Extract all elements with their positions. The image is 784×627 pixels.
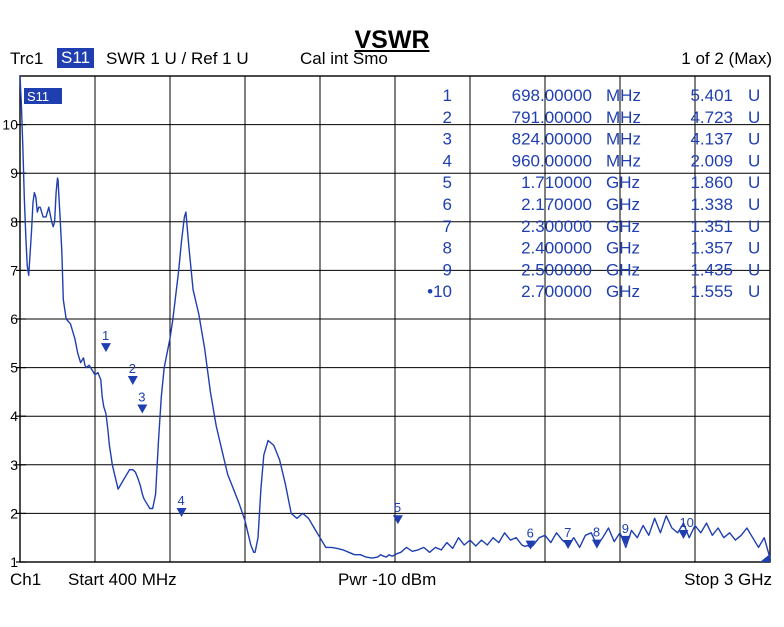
- marker-1-label: 1: [102, 328, 109, 343]
- marker-table-value-unit: U: [748, 151, 760, 170]
- marker-4-triangle: [176, 507, 187, 517]
- marker-table-unit: GHz: [606, 260, 640, 279]
- marker-table-index: 6: [443, 195, 452, 214]
- marker-4-label: 4: [178, 493, 185, 508]
- marker-table-frequency: 2.500000: [521, 260, 592, 279]
- marker-1-triangle: [100, 343, 111, 353]
- marker-3-triangle: [137, 404, 148, 414]
- marker-table-frequency: 1.710000: [521, 173, 592, 192]
- marker-table-frequency: 698.00000: [512, 86, 592, 105]
- marker-table-value-unit: U: [748, 173, 760, 192]
- marker-table-unit: MHz: [606, 130, 641, 149]
- y-tick-label: 2: [10, 505, 18, 521]
- marker-table-value-unit: U: [748, 239, 760, 258]
- marker-8-label: 8: [593, 525, 600, 540]
- marker-table-frequency: 960.00000: [512, 151, 592, 170]
- marker-6-triangle: [525, 540, 536, 550]
- marker-table-value-unit: U: [748, 130, 760, 149]
- marker-table-unit: MHz: [606, 86, 641, 105]
- y-tick-label: 3: [10, 457, 18, 473]
- marker-9-label: 9: [622, 521, 629, 536]
- marker-table-frequency: 2.170000: [521, 195, 592, 214]
- param-badge[interactable]: S11: [57, 48, 94, 68]
- marker-table-value-unit: U: [748, 108, 760, 127]
- marker-9-triangle: [620, 535, 631, 545]
- marker-table-frequency: 791.00000: [512, 108, 592, 127]
- format-label: SWR 1 U / Ref 1 U: [106, 49, 249, 68]
- y-tick-label: 6: [10, 311, 18, 327]
- marker-table-value: 1.338: [690, 195, 733, 214]
- y-tick-label: 7: [10, 262, 18, 278]
- marker-10-triangle: [678, 530, 689, 540]
- marker-table-frequency: 2.300000: [521, 217, 592, 236]
- marker-table-value-unit: U: [748, 282, 760, 301]
- y-tick-label: 9: [10, 165, 18, 181]
- marker-table-index: 9: [443, 260, 452, 279]
- marker-table-frequency: 2.400000: [521, 239, 592, 258]
- marker-table-value: 1.357: [690, 239, 733, 258]
- marker-table-value-unit: U: [748, 260, 760, 279]
- marker-table-frequency: 2.700000: [521, 282, 592, 301]
- trace-label-text: S11: [27, 89, 49, 104]
- stop-frequency: Stop 3 GHz: [684, 570, 772, 589]
- marker-5-triangle: [392, 515, 403, 525]
- marker-6-label: 6: [527, 526, 534, 541]
- marker-table-value: 1.555: [690, 282, 733, 301]
- marker-table-value: 4.137: [690, 130, 733, 149]
- marker-table-value: 1.860: [690, 173, 733, 192]
- marker-table-index: 7: [443, 217, 452, 236]
- marker-table-value: 5.401: [690, 86, 733, 105]
- marker-table-index: 4: [443, 151, 452, 170]
- y-tick-label: 8: [10, 214, 18, 230]
- marker-table-frequency: 824.00000: [512, 130, 592, 149]
- marker-3-label: 3: [138, 390, 145, 405]
- marker-table-unit: GHz: [606, 195, 640, 214]
- trace-label-box: [24, 88, 62, 104]
- y-tick-label: 10: [2, 117, 18, 133]
- marker-table-unit: MHz: [606, 108, 641, 127]
- y-tick-label: 4: [10, 408, 18, 424]
- marker-table-unit: GHz: [606, 239, 640, 258]
- marker-table-value-unit: U: [748, 217, 760, 236]
- marker-table-value: 1.435: [690, 260, 733, 279]
- marker-table-value: 2.009: [690, 151, 733, 170]
- marker-table-index: 2: [443, 108, 452, 127]
- marker-2-triangle: [127, 376, 138, 386]
- channel-label: Ch1: [10, 570, 42, 589]
- marker-table-value: 4.723: [690, 108, 733, 127]
- trace-label: Trc1: [10, 49, 44, 68]
- marker-7-triangle: [563, 539, 574, 549]
- marker-table-unit: GHz: [606, 217, 640, 236]
- marker-table-value: 1.351: [690, 217, 733, 236]
- chart-title: VSWR: [354, 26, 430, 54]
- start-frequency: Start 400 MHz: [68, 570, 177, 589]
- sweep-end-marker: [760, 554, 770, 562]
- marker-table-unit: GHz: [606, 282, 640, 301]
- marker-table-index: 5: [443, 173, 452, 192]
- marker-10-label: 10: [679, 515, 693, 530]
- y-tick-label: 1: [10, 554, 18, 570]
- marker-table-unit: MHz: [606, 151, 641, 170]
- marker-table-index: 8: [443, 239, 452, 258]
- marker-7-label: 7: [564, 525, 571, 540]
- page-indicator: 1 of 2 (Max): [681, 49, 772, 68]
- marker-table-index: 3: [443, 130, 452, 149]
- marker-2-label: 2: [129, 361, 136, 376]
- marker-table-unit: GHz: [606, 173, 640, 192]
- marker-table-value-unit: U: [748, 86, 760, 105]
- marker-8-triangle: [591, 539, 602, 549]
- marker-table-index: •10: [427, 282, 452, 301]
- power-label: Pwr -10 dBm: [338, 570, 437, 589]
- marker-5-label: 5: [394, 500, 401, 515]
- y-tick-label: 5: [10, 360, 18, 376]
- cal-label: Cal int Smo: [300, 49, 388, 68]
- marker-table-value-unit: U: [748, 195, 760, 214]
- marker-table-index: 1: [443, 86, 452, 105]
